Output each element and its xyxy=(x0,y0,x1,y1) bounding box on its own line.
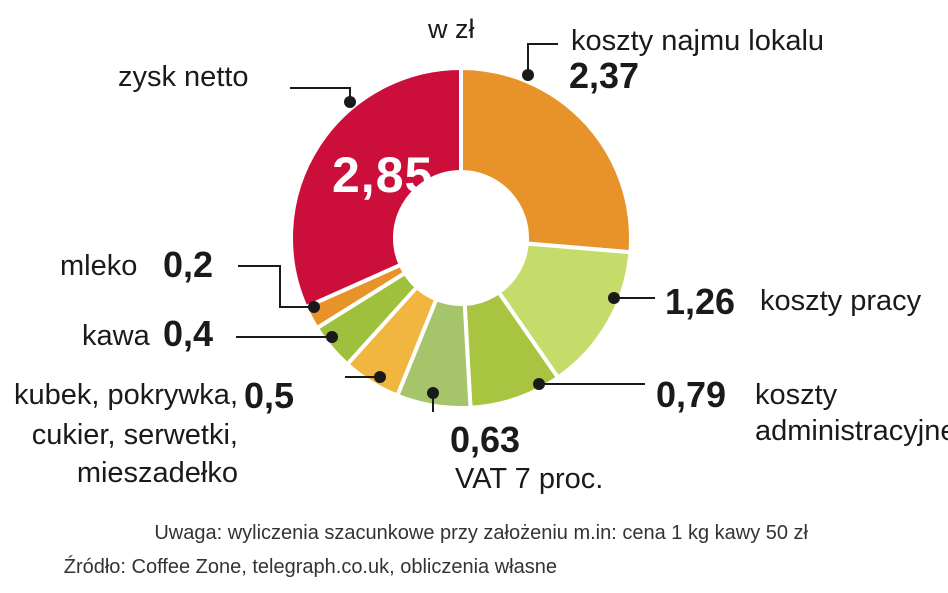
label-cup-name-1: kubek, pokrywka, xyxy=(13,379,238,411)
label-admin-value: 0,79 xyxy=(656,374,727,415)
label-labor-name: koszty pracy xyxy=(760,285,922,317)
slice-rent xyxy=(459,65,633,255)
label-rent-value: 2,37 xyxy=(569,55,640,96)
label-milk-value: 0,2 xyxy=(163,244,214,285)
label-labor-value: 1,26 xyxy=(665,281,736,322)
label-rent-name: koszty najmu lokalu xyxy=(571,25,825,57)
leader-dot-vat xyxy=(427,387,439,399)
footnote-line-2: Źródło: Coffee Zone, telegraph.co.uk, ob… xyxy=(63,556,557,578)
label-vat-value: 0,63 xyxy=(450,419,521,460)
leader-line-milk xyxy=(238,265,314,308)
label-admin-name-2: administracyjne xyxy=(755,415,948,447)
label-cup-name-3: mieszadełko xyxy=(76,457,238,489)
label-cup-name-2: cukier, serwetki, xyxy=(31,419,238,451)
label-vat-name: VAT 7 proc. xyxy=(455,463,604,495)
leader-dot-rent xyxy=(522,69,534,81)
leader-dot-profit xyxy=(344,96,356,108)
label-admin-name-1: koszty xyxy=(755,379,838,411)
leader-line-profit xyxy=(290,87,351,102)
donut-slices xyxy=(289,65,633,410)
label-profit-name: zysk netto xyxy=(118,61,249,93)
leader-dot-admin xyxy=(533,378,545,390)
leader-dot-cup xyxy=(374,371,386,383)
leader-dot-labor xyxy=(608,292,620,304)
slice-profit xyxy=(289,65,463,310)
unit-label: w zł xyxy=(428,14,475,44)
label-milk-name: mleko xyxy=(60,250,138,282)
leader-dots xyxy=(308,69,620,399)
leader-line-rent xyxy=(527,43,558,75)
label-cup-value: 0,5 xyxy=(244,375,295,416)
footnote-line-1: Uwaga: wyliczenia szacunkowe przy założe… xyxy=(154,522,808,544)
label-coffee-name: kawa xyxy=(82,320,150,352)
label-profit-value: 2,85 xyxy=(332,147,434,203)
label-coffee-value: 0,4 xyxy=(163,313,214,354)
leader-dot-coffee xyxy=(326,331,338,343)
leader-dot-milk xyxy=(308,301,320,313)
slice-labor xyxy=(495,241,633,381)
